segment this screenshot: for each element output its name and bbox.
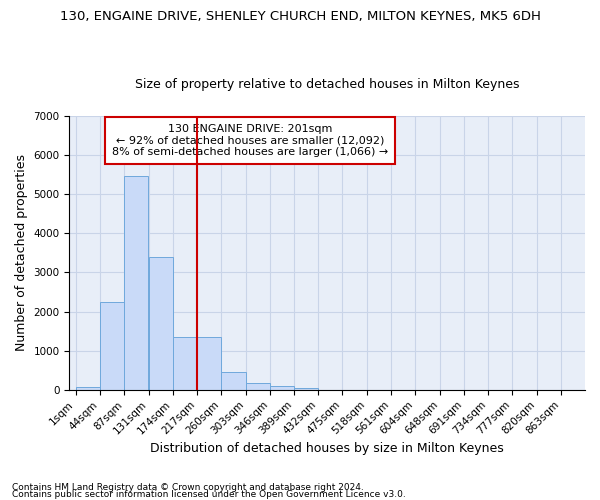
Bar [173,337,197,390]
Bar [294,388,318,390]
Y-axis label: Number of detached properties: Number of detached properties [15,154,28,352]
Title: Size of property relative to detached houses in Milton Keynes: Size of property relative to detached ho… [135,78,520,91]
Bar [124,176,148,390]
Text: 130, ENGAINE DRIVE, SHENLEY CHURCH END, MILTON KEYNES, MK5 6DH: 130, ENGAINE DRIVE, SHENLEY CHURCH END, … [59,10,541,23]
Bar [221,372,245,390]
Bar [197,337,221,390]
Bar [149,256,173,390]
Text: Contains public sector information licensed under the Open Government Licence v3: Contains public sector information licen… [12,490,406,499]
Text: 130 ENGAINE DRIVE: 201sqm
← 92% of detached houses are smaller (12,092)
8% of se: 130 ENGAINE DRIVE: 201sqm ← 92% of detac… [112,124,388,157]
Bar [270,386,294,390]
Text: Contains HM Land Registry data © Crown copyright and database right 2024.: Contains HM Land Registry data © Crown c… [12,484,364,492]
Bar [245,383,270,390]
X-axis label: Distribution of detached houses by size in Milton Keynes: Distribution of detached houses by size … [151,442,504,455]
Bar [100,302,124,390]
Bar [76,387,100,390]
